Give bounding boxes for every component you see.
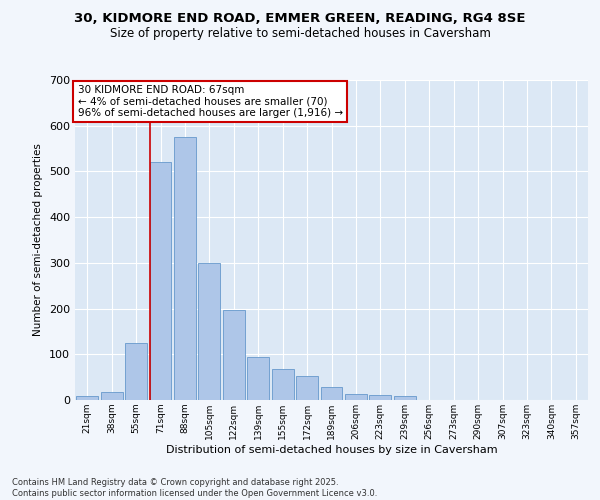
Text: 30, KIDMORE END ROAD, EMMER GREEN, READING, RG4 8SE: 30, KIDMORE END ROAD, EMMER GREEN, READI… [74,12,526,26]
Bar [247,356,269,400]
Bar [174,137,196,400]
Text: 30 KIDMORE END ROAD: 67sqm
← 4% of semi-detached houses are smaller (70)
96% of : 30 KIDMORE END ROAD: 67sqm ← 4% of semi-… [77,85,343,118]
Bar [223,310,245,400]
Bar [345,394,367,400]
Text: Contains HM Land Registry data © Crown copyright and database right 2025.
Contai: Contains HM Land Registry data © Crown c… [12,478,377,498]
Bar [370,395,391,400]
Bar [272,370,293,400]
Bar [101,392,122,400]
Bar [394,396,416,400]
Bar [76,396,98,400]
Bar [296,376,318,400]
Bar [125,343,147,400]
Bar [199,263,220,400]
Text: Size of property relative to semi-detached houses in Caversham: Size of property relative to semi-detach… [110,28,490,40]
Y-axis label: Number of semi-detached properties: Number of semi-detached properties [34,144,43,336]
Bar [149,162,172,400]
X-axis label: Distribution of semi-detached houses by size in Caversham: Distribution of semi-detached houses by … [166,444,497,454]
Bar [320,386,343,400]
